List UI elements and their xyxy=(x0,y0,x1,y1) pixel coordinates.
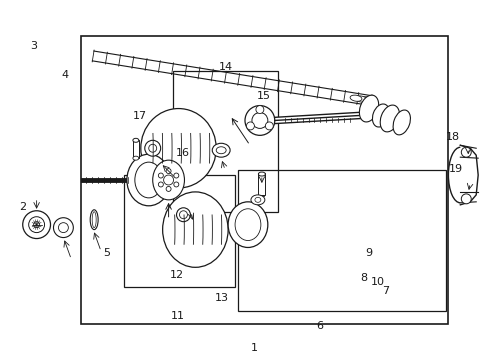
Text: 15: 15 xyxy=(256,91,270,101)
Circle shape xyxy=(179,211,187,219)
Circle shape xyxy=(29,217,44,233)
Ellipse shape xyxy=(392,110,409,135)
Ellipse shape xyxy=(359,95,378,122)
Circle shape xyxy=(460,194,470,204)
Ellipse shape xyxy=(133,156,139,160)
Circle shape xyxy=(246,122,254,130)
Ellipse shape xyxy=(212,143,230,157)
Circle shape xyxy=(176,208,190,222)
Circle shape xyxy=(174,173,179,178)
Ellipse shape xyxy=(258,172,265,176)
Ellipse shape xyxy=(250,195,264,205)
Ellipse shape xyxy=(216,147,225,154)
Circle shape xyxy=(163,175,173,185)
Circle shape xyxy=(255,105,264,113)
Text: 10: 10 xyxy=(370,277,384,287)
Text: 4: 4 xyxy=(61,69,68,80)
Text: 11: 11 xyxy=(170,311,184,321)
Bar xyxy=(238,170,446,311)
Ellipse shape xyxy=(359,97,371,103)
Ellipse shape xyxy=(228,202,267,247)
Ellipse shape xyxy=(372,104,388,127)
Bar xyxy=(257,173,264,195)
Circle shape xyxy=(166,168,171,174)
Text: 12: 12 xyxy=(169,270,183,280)
Text: 17: 17 xyxy=(133,111,147,121)
Text: 1: 1 xyxy=(250,343,257,353)
Circle shape xyxy=(251,113,267,129)
Ellipse shape xyxy=(365,98,376,104)
Ellipse shape xyxy=(235,209,260,240)
Bar xyxy=(81,36,447,324)
Circle shape xyxy=(144,140,161,156)
Ellipse shape xyxy=(135,162,163,198)
Bar xyxy=(123,175,235,287)
Bar xyxy=(172,71,277,212)
Circle shape xyxy=(22,211,50,239)
Text: 13: 13 xyxy=(214,293,228,303)
Text: 14: 14 xyxy=(219,63,233,72)
Circle shape xyxy=(53,218,73,238)
Circle shape xyxy=(265,122,273,130)
Circle shape xyxy=(174,182,179,187)
Text: 16: 16 xyxy=(175,148,189,158)
Ellipse shape xyxy=(163,192,228,267)
Text: 19: 19 xyxy=(447,164,462,174)
Bar xyxy=(133,140,139,158)
Circle shape xyxy=(34,222,40,228)
Ellipse shape xyxy=(380,105,399,132)
Text: 5: 5 xyxy=(102,248,109,258)
Text: 9: 9 xyxy=(365,248,372,258)
Ellipse shape xyxy=(254,197,260,202)
Circle shape xyxy=(166,186,171,192)
Ellipse shape xyxy=(127,154,170,206)
Ellipse shape xyxy=(354,96,366,102)
Ellipse shape xyxy=(141,109,216,188)
Ellipse shape xyxy=(90,210,98,230)
Text: 8: 8 xyxy=(359,273,366,283)
Circle shape xyxy=(158,182,163,187)
Circle shape xyxy=(59,223,68,233)
Text: 3: 3 xyxy=(30,41,37,51)
Ellipse shape xyxy=(133,138,139,142)
Text: 6: 6 xyxy=(316,321,323,332)
Text: 2: 2 xyxy=(19,202,26,212)
Text: 7: 7 xyxy=(381,286,388,296)
Text: 18: 18 xyxy=(445,132,459,142)
Circle shape xyxy=(244,105,274,135)
Ellipse shape xyxy=(349,95,361,101)
Circle shape xyxy=(158,173,163,178)
Circle shape xyxy=(460,147,470,157)
Circle shape xyxy=(148,144,156,152)
Ellipse shape xyxy=(152,160,184,200)
